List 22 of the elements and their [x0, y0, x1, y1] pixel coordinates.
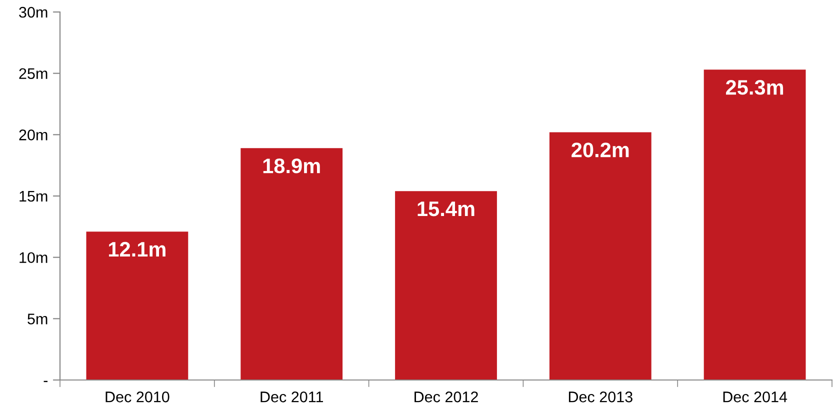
x-tick-label: Dec 2014: [723, 392, 788, 402]
data-label: 15.4m: [418, 202, 474, 216]
x-tick-label: Dec 2013: [568, 392, 632, 402]
bar: [549, 132, 652, 380]
y-tick-label: 20m: [19, 130, 48, 140]
y-tick-label: 5m: [28, 314, 48, 324]
y-tick-label: 25m: [19, 68, 48, 80]
y-tick-label: 30m: [19, 6, 48, 18]
bar: [395, 191, 497, 380]
y-tick-label: 10m: [20, 252, 48, 264]
x-tick-label: Dec 2011: [260, 392, 323, 402]
data-label: 20.2m: [572, 142, 629, 158]
x-tick-label: Dec 2010: [106, 392, 170, 402]
bar: [240, 148, 343, 380]
data-label: 12.1m: [108, 242, 166, 256]
x-tick-label: Dec 2012: [414, 392, 478, 402]
bar: [86, 232, 188, 380]
y-tick-label: 15m: [20, 191, 48, 202]
y-tick-label: -: [44, 380, 48, 382]
data-label: 18.9m: [263, 158, 320, 174]
bar: [704, 70, 806, 380]
data-label: 25.3m: [726, 80, 784, 95]
